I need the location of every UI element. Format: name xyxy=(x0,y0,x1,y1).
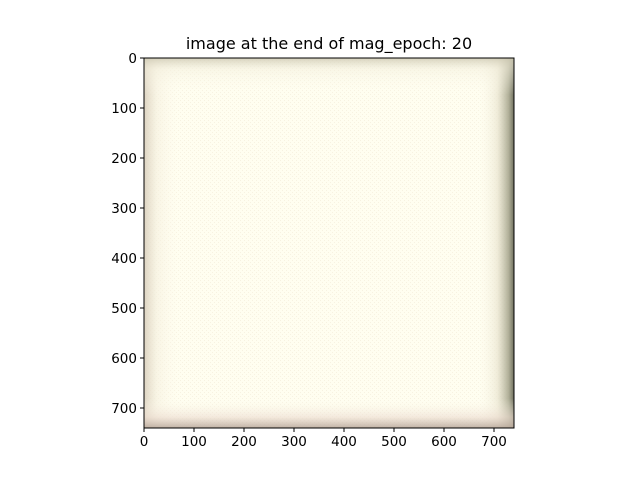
x-tick-label: 600 xyxy=(431,434,457,450)
x-tick-label: 0 xyxy=(140,434,149,450)
y-tick-label: 0 xyxy=(128,51,137,67)
y-axis: 0 100 200 300 400 500 600 700 xyxy=(111,51,144,417)
y-tick-label: 600 xyxy=(111,351,137,367)
x-tick-label: 400 xyxy=(331,434,357,450)
axes-frame xyxy=(143,57,515,429)
y-tick-label: 400 xyxy=(111,251,137,267)
heatmap-image xyxy=(144,58,514,428)
x-tick-label: 300 xyxy=(281,434,307,450)
image-vertical-vignette xyxy=(144,58,514,428)
x-tick-label: 500 xyxy=(381,434,407,450)
y-tick-label: 200 xyxy=(111,151,137,167)
y-tick-label: 500 xyxy=(111,301,137,317)
y-tick-label: 100 xyxy=(111,101,137,117)
y-tick-label: 300 xyxy=(111,201,137,217)
x-tick-label: 700 xyxy=(481,434,507,450)
x-tick-label: 100 xyxy=(181,434,207,450)
x-axis: 0 100 200 300 400 500 600 700 xyxy=(140,428,507,450)
x-tick-label: 200 xyxy=(231,434,257,450)
chart-title: image at the end of mag_epoch: 20 xyxy=(186,34,472,54)
y-tick-label: 700 xyxy=(111,401,137,417)
